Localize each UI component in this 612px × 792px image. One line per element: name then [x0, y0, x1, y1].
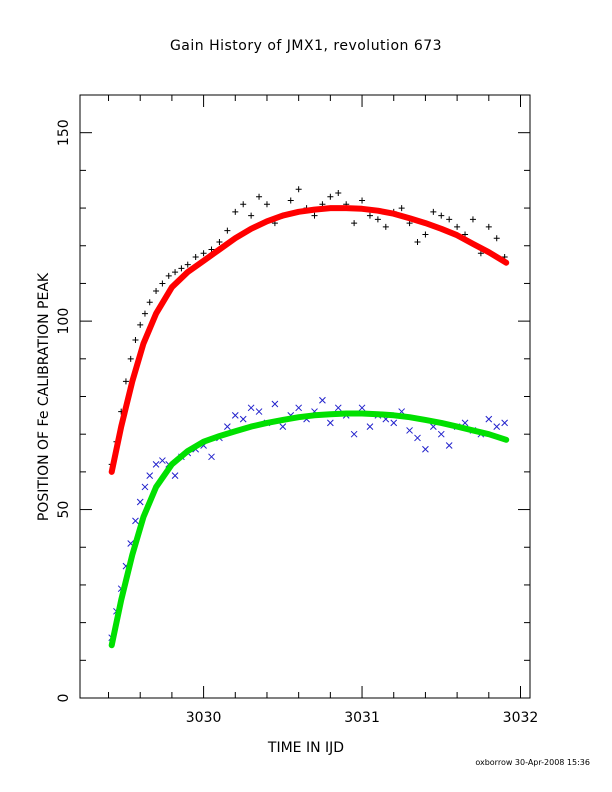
- data-point: [295, 404, 303, 412]
- x-tick-label: 3032: [503, 710, 539, 726]
- plot-frame: [79, 94, 531, 699]
- data-point: [287, 197, 294, 204]
- data-point: [141, 310, 148, 317]
- data-point: [469, 216, 476, 223]
- data-point: [358, 404, 366, 412]
- data-point: [437, 430, 445, 438]
- data-point: [263, 201, 270, 208]
- data-point: [122, 378, 129, 385]
- data-point: [501, 419, 509, 427]
- data-point: [240, 201, 247, 208]
- data-point: [422, 445, 429, 453]
- data-point: [382, 223, 389, 230]
- data-point: [319, 396, 326, 404]
- data-point: [159, 280, 166, 287]
- data-point: [232, 208, 239, 215]
- data-point: [239, 415, 247, 423]
- data-point: [446, 216, 453, 223]
- data-point: [311, 212, 318, 219]
- data-point: [445, 442, 453, 449]
- data-point: [438, 212, 445, 219]
- data-point: [159, 457, 166, 464]
- data-point: [248, 212, 255, 219]
- data-point: [430, 208, 437, 215]
- data-point: [454, 223, 461, 230]
- data-point: [132, 517, 139, 525]
- data-point: [256, 193, 263, 200]
- data-point: [461, 419, 469, 427]
- data-point: [414, 434, 421, 442]
- data-point: [422, 231, 429, 238]
- y-tick-label: 50: [56, 501, 72, 519]
- data-point: [414, 238, 421, 245]
- data-point: [165, 272, 172, 279]
- data-point: [152, 460, 160, 468]
- data-point: [200, 250, 207, 257]
- x-tick-label: 3030: [186, 710, 222, 726]
- y-tick-label: 150: [56, 119, 72, 146]
- y-tick-label: 0: [56, 694, 72, 703]
- data-point: [136, 498, 144, 506]
- data-point: [485, 415, 493, 423]
- axes: 3030 3031 3032 0 50 100 150: [56, 95, 538, 726]
- data-point: [146, 472, 154, 479]
- data-point: [493, 423, 501, 431]
- chart-marks: [108, 186, 510, 649]
- fit-line-3: [108, 410, 510, 649]
- data-point: [295, 186, 302, 193]
- data-point: [359, 197, 366, 204]
- data-point: [127, 355, 134, 362]
- data-point: [146, 299, 153, 306]
- data-point: [398, 205, 405, 212]
- data-point: [141, 483, 149, 491]
- data-point: [374, 216, 381, 223]
- chart-title: Gain History of JMX1, revolution 673: [169, 38, 443, 54]
- data-point: [184, 261, 191, 268]
- data-point: [326, 419, 334, 427]
- data-point: [334, 404, 342, 412]
- data-point: [366, 212, 373, 219]
- data-point: [224, 227, 231, 234]
- y-tick-label: 100: [56, 308, 72, 335]
- data-point: [255, 408, 263, 415]
- data-point: [485, 223, 492, 230]
- data-point: [335, 189, 342, 196]
- data-point: [493, 235, 500, 242]
- x-tick-label: 3031: [344, 710, 380, 726]
- data-point: [327, 193, 334, 200]
- data-point: [178, 265, 185, 272]
- data-point: [350, 430, 358, 438]
- data-point: [208, 453, 215, 461]
- data-point: [137, 321, 144, 328]
- data-point: [132, 336, 139, 343]
- data-point: [279, 423, 287, 431]
- data-point: [231, 411, 239, 419]
- footer-credit: oxborrow 30-Apr-2008 15:36: [475, 758, 590, 767]
- data-point: [351, 220, 358, 227]
- data-point: [406, 427, 413, 434]
- data-point: [153, 287, 160, 294]
- data-point: [247, 404, 255, 412]
- data-point: [224, 423, 231, 431]
- data-point: [192, 254, 199, 261]
- data-point: [171, 472, 179, 479]
- data-point: [271, 400, 279, 408]
- fit-line-2: [108, 205, 510, 475]
- data-point: [216, 238, 223, 245]
- data-point: [172, 269, 179, 276]
- data-point: [390, 419, 398, 427]
- x-axis-label: TIME IN IJD: [267, 740, 345, 756]
- data-point: [366, 423, 374, 431]
